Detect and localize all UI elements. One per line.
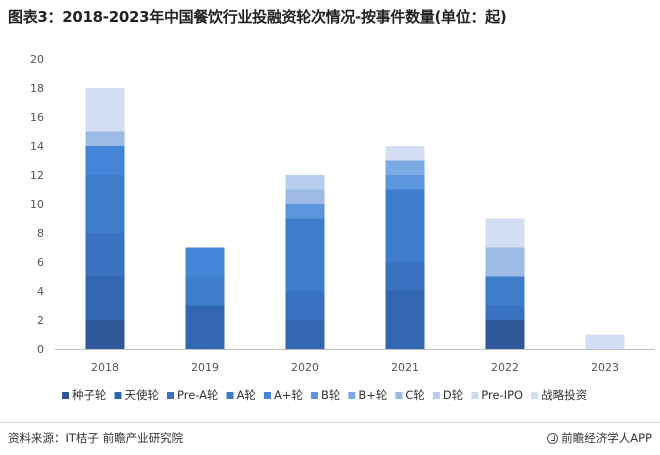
legend-swatch xyxy=(471,392,479,399)
bar-segment xyxy=(485,218,525,248)
legend-label: D轮 xyxy=(443,388,464,402)
y-tick-label: 2 xyxy=(37,314,44,327)
legend-swatch xyxy=(310,392,318,399)
bar-segment xyxy=(85,320,125,349)
bar-segment xyxy=(185,247,225,277)
legend-swatch xyxy=(395,392,403,399)
bar-segment xyxy=(285,218,325,291)
legend-item: 天使轮 xyxy=(114,388,160,402)
bars xyxy=(85,88,625,349)
bar-segment xyxy=(385,262,425,291)
legend-swatch xyxy=(531,392,539,399)
y-tick-label: 20 xyxy=(30,53,44,66)
bar-segment xyxy=(485,276,525,306)
bar-segment xyxy=(85,146,125,175)
legend-item: Pre-IPO xyxy=(471,388,523,402)
y-axis: 0 2 4 6 8 10 12 14 16 18 20 xyxy=(30,53,44,356)
legend-swatch xyxy=(348,392,356,399)
bar-segment xyxy=(185,305,225,349)
legend-item: Pre-A轮 xyxy=(167,388,219,402)
bar-segment xyxy=(285,320,325,349)
legend-label: C轮 xyxy=(405,388,425,402)
bar-segment xyxy=(485,305,525,320)
bar-segment xyxy=(85,175,125,233)
legend-item: D轮 xyxy=(432,388,464,402)
chart-title: 图表3：2018-2023年中国餐饮行业投融资轮次情况-按事件数量(单位：起) xyxy=(8,8,507,26)
legend-label: Pre-A轮 xyxy=(177,388,219,402)
bar-segment xyxy=(385,291,425,349)
x-axis: 2018 2019 2020 2021 2022 2023 xyxy=(55,349,655,374)
legend-label: A轮 xyxy=(237,388,257,402)
y-tick-label: 6 xyxy=(37,256,44,269)
bar-segment xyxy=(285,291,325,320)
footer-divider xyxy=(0,422,660,423)
bar-segment xyxy=(85,88,125,132)
bar-segment xyxy=(385,160,425,175)
legend-item: B+轮 xyxy=(348,388,388,402)
legend-label: 天使轮 xyxy=(125,388,160,402)
bar-segment xyxy=(285,204,325,219)
legend: 种子轮 天使轮 Pre-A轮 A轮 A+轮 B轮 B+轮 C轮 D轮 Pre-IPO 战略投资 xyxy=(62,388,587,402)
brand-name: 前瞻经济学人APP xyxy=(561,431,652,445)
legend-swatch xyxy=(226,392,234,399)
legend-item: A+轮 xyxy=(263,388,304,402)
x-tick-label: 2023 xyxy=(591,361,619,374)
legend-item: C轮 xyxy=(395,388,425,402)
bar-segment xyxy=(285,175,325,190)
y-tick-label: 14 xyxy=(30,140,44,153)
legend-label: B轮 xyxy=(321,388,341,402)
bar-segment xyxy=(85,233,125,277)
legend-item: A轮 xyxy=(226,388,257,402)
x-tick-label: 2018 xyxy=(91,361,119,374)
bar-segment xyxy=(585,334,625,349)
y-tick-label: 0 xyxy=(37,343,44,356)
y-tick-label: 10 xyxy=(30,198,44,211)
legend-label: A+轮 xyxy=(274,388,304,402)
x-tick-label: 2022 xyxy=(491,361,519,374)
legend-swatch xyxy=(114,392,122,399)
legend-swatch xyxy=(62,392,69,399)
bar-segment xyxy=(385,146,425,161)
bar-segment xyxy=(485,320,525,349)
bar-segment xyxy=(385,189,425,262)
legend-swatch xyxy=(167,392,174,399)
legend-label: Pre-IPO xyxy=(481,388,523,402)
y-tick-label: 4 xyxy=(37,285,44,298)
x-tick-label: 2021 xyxy=(391,361,419,374)
bar-segment xyxy=(185,276,225,306)
bar-segment xyxy=(285,189,325,204)
bar-segment xyxy=(385,175,425,190)
y-tick-label: 18 xyxy=(30,82,44,95)
x-tick-label: 2019 xyxy=(191,361,219,374)
brand-logo-icon xyxy=(547,432,559,444)
legend-item: B轮 xyxy=(310,388,341,402)
legend-label: 种子轮 xyxy=(72,388,107,402)
legend-label: 战略投资 xyxy=(541,388,587,402)
brand-credit: 前瞻经济学人APP xyxy=(547,430,652,446)
legend-item: 种子轮 xyxy=(62,388,107,402)
y-tick-label: 12 xyxy=(30,169,44,182)
y-tick-label: 8 xyxy=(37,227,44,240)
bar-segment xyxy=(85,276,125,320)
legend-swatch xyxy=(263,392,271,399)
legend-label: B+轮 xyxy=(358,388,388,402)
x-tick-label: 2020 xyxy=(291,361,319,374)
bar-segment xyxy=(85,131,125,146)
source-note: 资料来源：IT桔子 前瞻产业研究院 xyxy=(8,431,184,445)
bar-segment xyxy=(485,247,525,277)
legend-swatch xyxy=(432,392,440,399)
legend-item: 战略投资 xyxy=(531,388,587,402)
y-tick-label: 16 xyxy=(30,111,44,124)
